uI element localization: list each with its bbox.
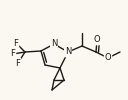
Text: O: O [105, 54, 111, 62]
Text: F: F [11, 50, 15, 58]
Text: F: F [14, 38, 18, 48]
Text: F: F [16, 58, 20, 68]
Text: N: N [51, 40, 57, 48]
Text: O: O [94, 36, 100, 44]
Text: N: N [65, 48, 71, 56]
